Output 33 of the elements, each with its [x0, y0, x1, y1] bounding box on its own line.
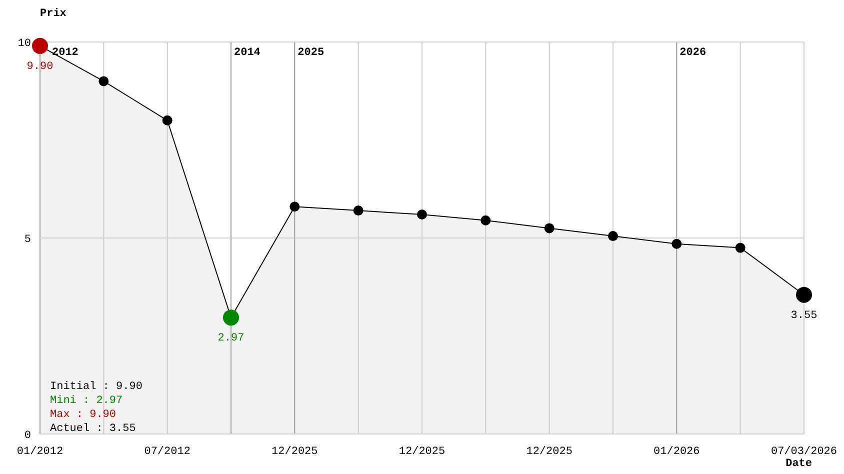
- point: [735, 242, 746, 253]
- annotation: 2012: [52, 47, 78, 59]
- x-tick-label: 07/03/2026: [770, 446, 838, 458]
- point: [353, 206, 364, 216]
- x-tick-label: 07/2012: [144, 446, 190, 458]
- annotation: Initial : 9.90: [50, 381, 142, 393]
- data-label: 2.97: [218, 332, 244, 345]
- annotation: Mini : 2.97: [50, 395, 123, 407]
- point: [544, 223, 554, 234]
- point: [608, 231, 618, 242]
- y-axis-title: Prix: [40, 8, 67, 20]
- point: [98, 76, 109, 86]
- data-label: 3.55: [790, 310, 818, 322]
- annotation: 2026: [680, 47, 706, 59]
- x-tick-label: 12/2025: [272, 446, 318, 458]
- annotation: Actuel : 3.55: [50, 423, 136, 435]
- x-tick-label: 01/2026: [654, 446, 700, 458]
- point: [290, 202, 300, 212]
- x-tick-label: 12/2025: [398, 446, 446, 458]
- y-tick-label: 5: [24, 234, 31, 246]
- point: [417, 209, 427, 220]
- y-tick-label: 0: [24, 430, 31, 442]
- point: [162, 115, 172, 126]
- data-label: 9.90: [26, 60, 54, 73]
- annotation: 2025: [298, 47, 324, 59]
- point: [480, 215, 491, 226]
- x-tick-label: 12/2025: [526, 446, 572, 458]
- x-tick-label: 01/2012: [16, 446, 64, 458]
- x-axis-title: Date: [786, 458, 812, 470]
- annotation: Max : 9.90: [50, 409, 116, 421]
- point: [672, 238, 682, 249]
- y-tick-label: 10: [18, 38, 31, 50]
- annotation: 2014: [234, 47, 261, 59]
